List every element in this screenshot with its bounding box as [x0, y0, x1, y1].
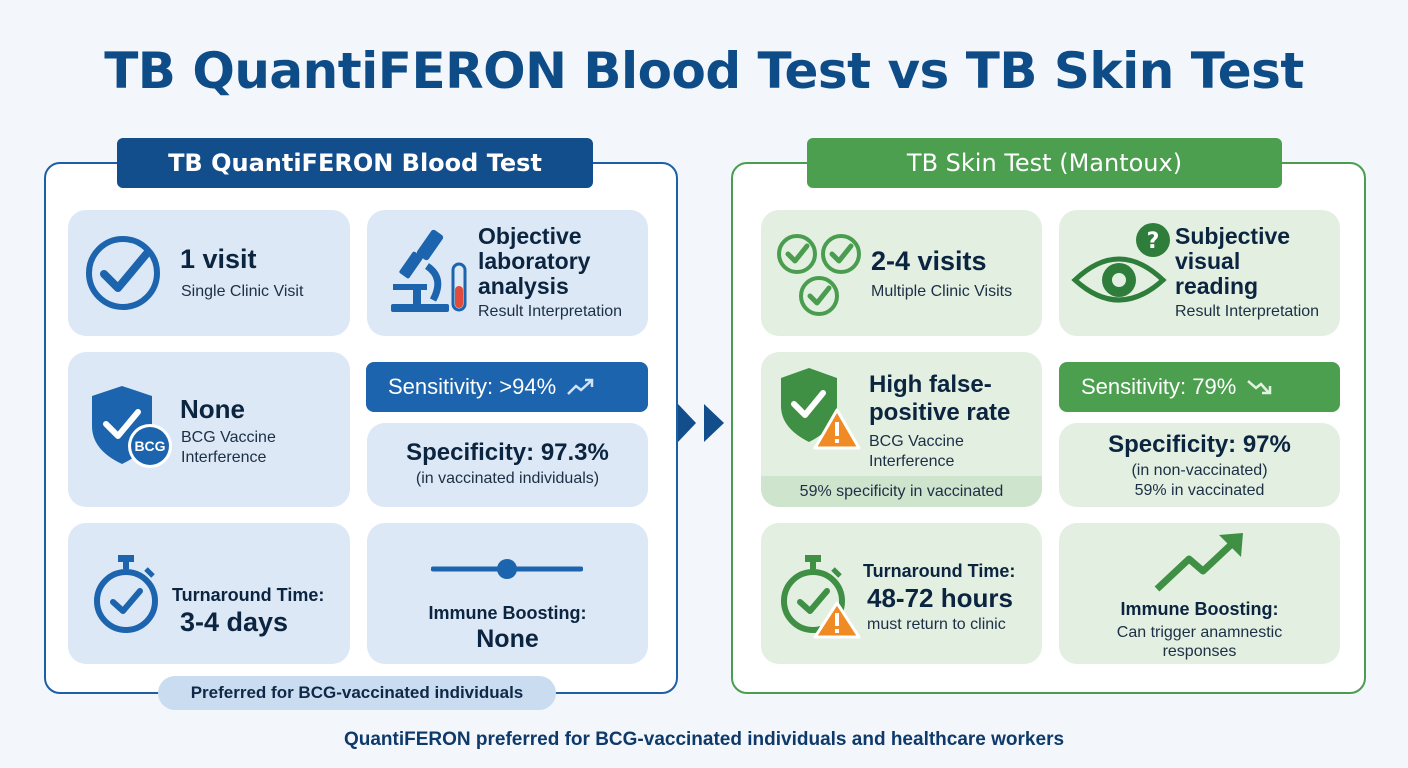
check-circle-icon [86, 236, 160, 310]
qft-turnaround-value: 3-4 days [180, 607, 289, 637]
tst-turnaround-value: 48-72 hours [867, 583, 1013, 613]
tst-bcg-line1: High false- [869, 371, 992, 398]
qft-analysis-card: Objective laboratory analysis Result Int… [367, 210, 648, 336]
qft-sensitivity: Sensitivity: >94% [366, 362, 648, 412]
qft-specificity-card: Specificity: 97.3% (in vaccinated indivi… [367, 423, 648, 507]
qft-analysis-line2: laboratory [478, 248, 591, 274]
tst-turnaround-card: Turnaround Time: 48-72 hours must return… [761, 523, 1042, 664]
tst-specificity-value: Specificity: 97% [1108, 431, 1291, 458]
quantiferon-header: TB QuantiFERON Blood Test [117, 138, 593, 188]
tst-turnaround-note: must return to clinic [867, 616, 1006, 633]
tst-visits-label: Multiple Clinic Visits [871, 283, 1013, 300]
bcg-badge: BCG [134, 438, 166, 454]
qft-boosting-label: Immune Boosting: [428, 603, 587, 623]
tst-reading-card: ? Subjective visual reading Result Inter… [1059, 210, 1340, 336]
tst-specificity-card: Specificity: 97% (in non-vaccinated) 59%… [1059, 423, 1340, 507]
stopwatch-icon [94, 555, 158, 633]
stopwatch-warning-icon [781, 555, 861, 639]
tst-sensitivity-text: Sensitivity: 79% [1081, 374, 1237, 399]
qft-bcg-value: None [180, 394, 245, 424]
qft-turnaround-label: Turnaround Time: [172, 585, 325, 605]
tst-bcg-note: 59% specificity in vaccinated [761, 476, 1042, 507]
tst-reading-line1: Subjective [1175, 223, 1291, 249]
microscope-icon [391, 229, 467, 312]
qft-visits-card: 1 visit Single Clinic Visit [68, 210, 350, 336]
shield-warning-icon [781, 368, 861, 450]
tst-bcg-card: High false- positive rate BCG Vaccine In… [761, 352, 1042, 507]
tst-specificity-note1: (in non-vaccinated) [1131, 462, 1268, 479]
eye-question-icon: ? [1071, 223, 1170, 303]
qft-bcg-card: BCG None BCG Vaccine Interference [68, 352, 350, 507]
qft-analysis-line3: analysis [478, 273, 569, 299]
qft-preferred-badge: Preferred for BCG-vaccinated individuals [158, 676, 556, 710]
qft-analysis-line1: Objective [478, 223, 582, 249]
tst-visits-card: 2-4 visits Multiple Clinic Visits [761, 210, 1042, 336]
qft-specificity-value: Specificity: 97.3% [406, 439, 609, 466]
footer-note: QuantiFERON preferred for BCG-vaccinated… [343, 729, 1065, 750]
tst-boosting-note2: responses [1162, 643, 1237, 660]
qft-analysis-label: Result Interpretation [478, 303, 623, 320]
shield-check-icon [92, 386, 172, 468]
svg-text:?: ? [1147, 229, 1160, 254]
flat-line-icon [431, 559, 583, 579]
tst-specificity-note2: 59% in vaccinated [1134, 482, 1265, 499]
qft-boosting-value: None [476, 625, 539, 653]
tst-bcg-label2: Interference [869, 453, 955, 470]
tst-reading-line2: visual [1175, 248, 1241, 274]
tst-reading-line3: reading [1175, 273, 1259, 299]
tst-boosting-card: Immune Boosting: Can trigger anamnestic … [1059, 523, 1340, 664]
tst-reading-label: Result Interpretation [1175, 303, 1320, 320]
skin-test-header: TB Skin Test (Mantoux) [807, 138, 1282, 188]
qft-visits-label: Single Clinic Visit [181, 283, 304, 300]
page-title: TB QuantiFERON Blood Test vs TB Skin Tes… [104, 42, 1304, 100]
qft-visits-value: 1 visit [180, 244, 257, 274]
qft-bcg-label1: BCG Vaccine [181, 429, 276, 446]
trend-up-icon [1154, 533, 1243, 592]
tst-sensitivity: Sensitivity: 79% [1059, 362, 1340, 412]
qft-sensitivity-text: Sensitivity: >94% [388, 374, 557, 399]
trend-down-small-icon [1247, 380, 1272, 395]
tst-turnaround-label: Turnaround Time: [863, 561, 1016, 581]
qft-specificity-note: (in vaccinated individuals) [415, 470, 600, 487]
qft-boosting-card: Immune Boosting: None [367, 523, 648, 664]
tst-bcg-line2: positive rate [869, 399, 1011, 426]
qft-turnaround-card: Turnaround Time: 3-4 days [68, 523, 350, 664]
qft-bcg-label2: Interference [181, 449, 267, 466]
tst-boosting-note1: Can trigger anamnestic [1116, 624, 1283, 641]
tst-visits-value: 2-4 visits [871, 246, 987, 276]
tst-bcg-label1: BCG Vaccine [869, 433, 964, 450]
multi-check-icon [777, 234, 861, 316]
tst-boosting-label: Immune Boosting: [1120, 599, 1279, 619]
double-chevron-icon [678, 404, 724, 442]
trend-up-small-icon [567, 378, 594, 395]
